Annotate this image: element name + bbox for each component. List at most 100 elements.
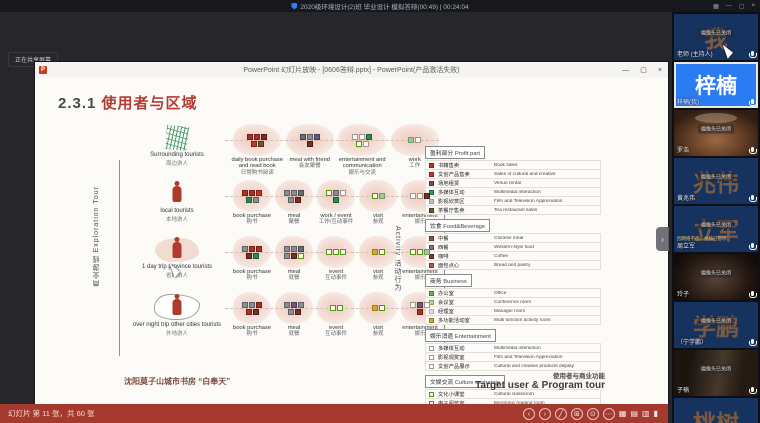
legend-label-en: Chinese meal: [494, 235, 524, 241]
activity-label: work 工作: [409, 157, 421, 170]
legend-swatch: [429, 235, 434, 241]
legend-rows: 多媒体互动 Multimedia interaction 影视观赏室 Film …: [425, 343, 601, 371]
user-category-en: local tourists: [160, 208, 194, 214]
grid-view-icon[interactable]: ▦: [618, 408, 627, 418]
activity-label-cn: 会友聚餐: [298, 163, 321, 170]
program-square: [249, 301, 255, 308]
participants-sidebar: 我 摄像头已关闭 老师 (主持人) 梓楠 梓楠(我) 摄像头已关闭 罗浩: [672, 12, 760, 423]
participant-tile[interactable]: 摄像头已关闭 子楠: [674, 350, 758, 396]
pen-tool-icon[interactable]: ╱: [554, 407, 567, 420]
legend-label-en: Film and Television Appreciation: [494, 198, 563, 204]
more-options-icon[interactable]: ⋯: [602, 407, 615, 420]
legend-label-en: Venue rental: [494, 180, 521, 186]
legend-section: 娱乐消遣 Entertainment 多媒体互动 Multimedia inte…: [425, 325, 601, 371]
legend-swatch: [429, 198, 434, 204]
activity-label-en: event: [328, 269, 344, 275]
program-square: [256, 301, 262, 308]
legend-swatch: [429, 345, 434, 351]
camera-off-badge: 摄像头已关闭: [697, 268, 735, 278]
previous-slide-icon[interactable]: ‹: [522, 407, 535, 420]
legend-label-en: Multimedia interaction: [494, 345, 541, 351]
program-squares: [283, 245, 305, 259]
legend-label-cn: 会议室: [438, 300, 454, 306]
program-square: [329, 305, 336, 311]
participant-tile[interactable]: 兆伟 摄像头已关闭 黄兆伟: [674, 158, 758, 204]
program-squares: [367, 193, 389, 199]
camera-off-badge: 摄像头已关闭: [697, 172, 735, 182]
see-all-slides-icon[interactable]: ⊞: [570, 407, 583, 420]
next-slide-icon[interactable]: ›: [538, 407, 551, 420]
ppt-window-controls: — ▢ ×: [622, 62, 662, 78]
participant-name-label: 罗浩: [677, 148, 690, 154]
zoom-tool-icon[interactable]: ⊙: [586, 407, 599, 420]
layout-control[interactable]: ▦: [713, 3, 719, 10]
user-category: over night trip other cities tourists 外地…: [125, 292, 229, 348]
program-square: [242, 245, 248, 252]
maximize-button[interactable]: ▢: [640, 67, 647, 74]
legend-section-title-en: Profit part: [454, 151, 480, 157]
program-squares: [241, 245, 263, 259]
activity-label-en: meal: [287, 213, 301, 219]
diagram-left-axis-label: 商业游线 Exploration Tour: [93, 186, 100, 288]
activity-label-cn: 就餐: [288, 275, 300, 282]
meeting-window-controls: ▦ — ▢ ×: [713, 0, 755, 12]
activity-cell: book purchase 购书: [231, 292, 273, 348]
participant-tile[interactable]: 摄像头已关闭 罗浩: [674, 110, 758, 156]
participant-tile[interactable]: 学鹏 摄像头已关闭 （宁学鹏）: [674, 302, 758, 348]
mic-icon: [749, 339, 757, 346]
close-control[interactable]: ×: [751, 3, 755, 9]
camera-off-badge: 摄像头已关闭: [697, 364, 735, 374]
user-category-icon: [155, 238, 199, 262]
legend-label-cn: 文创产品展示: [438, 364, 470, 370]
program-squares: [283, 189, 305, 203]
program-square: [245, 252, 252, 259]
maximize-control[interactable]: ▢: [738, 3, 745, 10]
activity-cell: meal 聚餐: [273, 180, 315, 236]
slide-caption-right: 使用者与商业功能 Target user & Program tour: [475, 370, 605, 391]
minimize-button[interactable]: —: [622, 66, 630, 74]
participant-tile[interactable]: 立军 摄像头已关闭 因网络不佳，视频已暂停 周立军: [674, 206, 758, 252]
activity-cell: meal 就餐: [273, 292, 315, 348]
legend-swatch: [429, 290, 434, 296]
slide-counter: 幻灯片 第 11 张，共 60 张: [8, 409, 95, 418]
legend-swatch: [429, 317, 434, 323]
program-square: [256, 245, 262, 252]
legend-label-en: Multimedia interaction: [494, 189, 541, 195]
legend-swatch: [429, 363, 434, 369]
program-square: [284, 245, 290, 252]
program-squares: [409, 193, 431, 199]
program-square: [424, 193, 430, 199]
activity-label-cn: 参观: [372, 331, 384, 338]
legend-label-cn: 影视欣赏区: [438, 199, 465, 205]
column-view-icon[interactable]: ▥: [642, 408, 650, 418]
diagram-row: over night trip other cities tourists 外地…: [111, 292, 445, 348]
participant-tile[interactable]: 梓楠 梓楠(我): [674, 62, 758, 108]
program-square: [326, 249, 332, 255]
sidebar-collapse-tab[interactable]: ›: [656, 227, 669, 251]
activity-label-en: event: [328, 325, 344, 331]
program-square: [298, 301, 304, 308]
diagram-row: Surrounding tourists 周边游人: [111, 124, 445, 180]
close-button[interactable]: ×: [657, 66, 662, 74]
participant-tile[interactable]: 桃树: [674, 398, 758, 423]
legend-label-cn: 面包点心: [438, 263, 460, 269]
activity-label: event 互动事件: [325, 269, 347, 282]
activity-label-en: visit: [373, 325, 383, 331]
zone-blob: [232, 236, 272, 268]
activity-label-cn: 就餐: [288, 331, 300, 338]
legend-section-title: 娱乐消遣 Entertainment: [425, 329, 496, 342]
activity-label-cn: 娱乐: [414, 331, 426, 338]
zone-blob: [232, 180, 272, 212]
program-square: [284, 252, 290, 259]
notes-view-icon[interactable]: ▤: [630, 408, 639, 418]
program-square: [415, 137, 422, 143]
zone-blob: [358, 292, 398, 324]
participant-tile[interactable]: 我 摄像头已关闭 老师 (主持人): [674, 14, 758, 60]
activity-label: event 互动事件: [325, 325, 347, 338]
minimize-control[interactable]: —: [725, 3, 732, 9]
ppt-titlebar[interactable]: P PowerPoint 幻灯片放映 - [0606答辩.pptx] - Pow…: [35, 62, 668, 78]
separator-bar[interactable]: ▮: [653, 408, 658, 418]
participant-tile[interactable]: 摄像头已关闭 玲子: [674, 254, 758, 300]
activity-label-cn: 购书: [246, 331, 258, 338]
